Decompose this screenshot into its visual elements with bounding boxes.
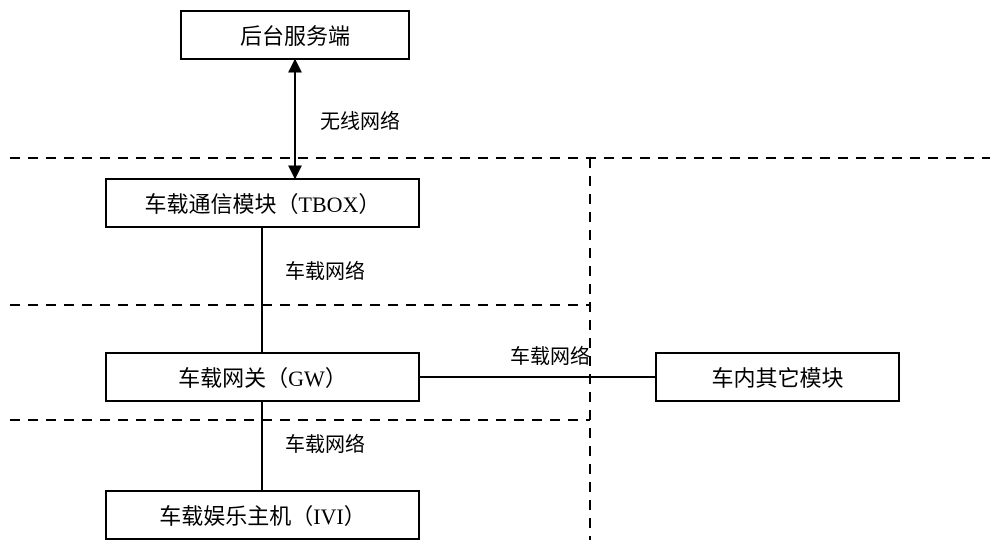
edge-label-wireless: 无线网络 [320,105,400,134]
node-label: 后台服务端 [240,19,350,51]
edge-label-net1: 车载网络 [285,255,365,284]
edge-label-net2: 车载网络 [510,340,590,369]
connections-layer [0,0,1000,551]
diagram-canvas: 后台服务端 车载通信模块（TBOX） 车载网关（GW） 车内其它模块 车载娱乐主… [0,0,1000,551]
edge-label-net3: 车载网络 [285,428,365,457]
node-backend: 后台服务端 [180,10,410,60]
node-label: 车内其它模块 [711,361,843,393]
node-label: 车载通信模块（TBOX） [145,187,381,219]
node-other: 车内其它模块 [655,352,900,402]
node-label: 车载娱乐主机（IVI） [159,499,366,531]
node-ivi: 车载娱乐主机（IVI） [105,490,420,540]
node-tbox: 车载通信模块（TBOX） [105,178,420,228]
node-label: 车载网关（GW） [178,361,347,393]
node-gw: 车载网关（GW） [105,352,420,402]
